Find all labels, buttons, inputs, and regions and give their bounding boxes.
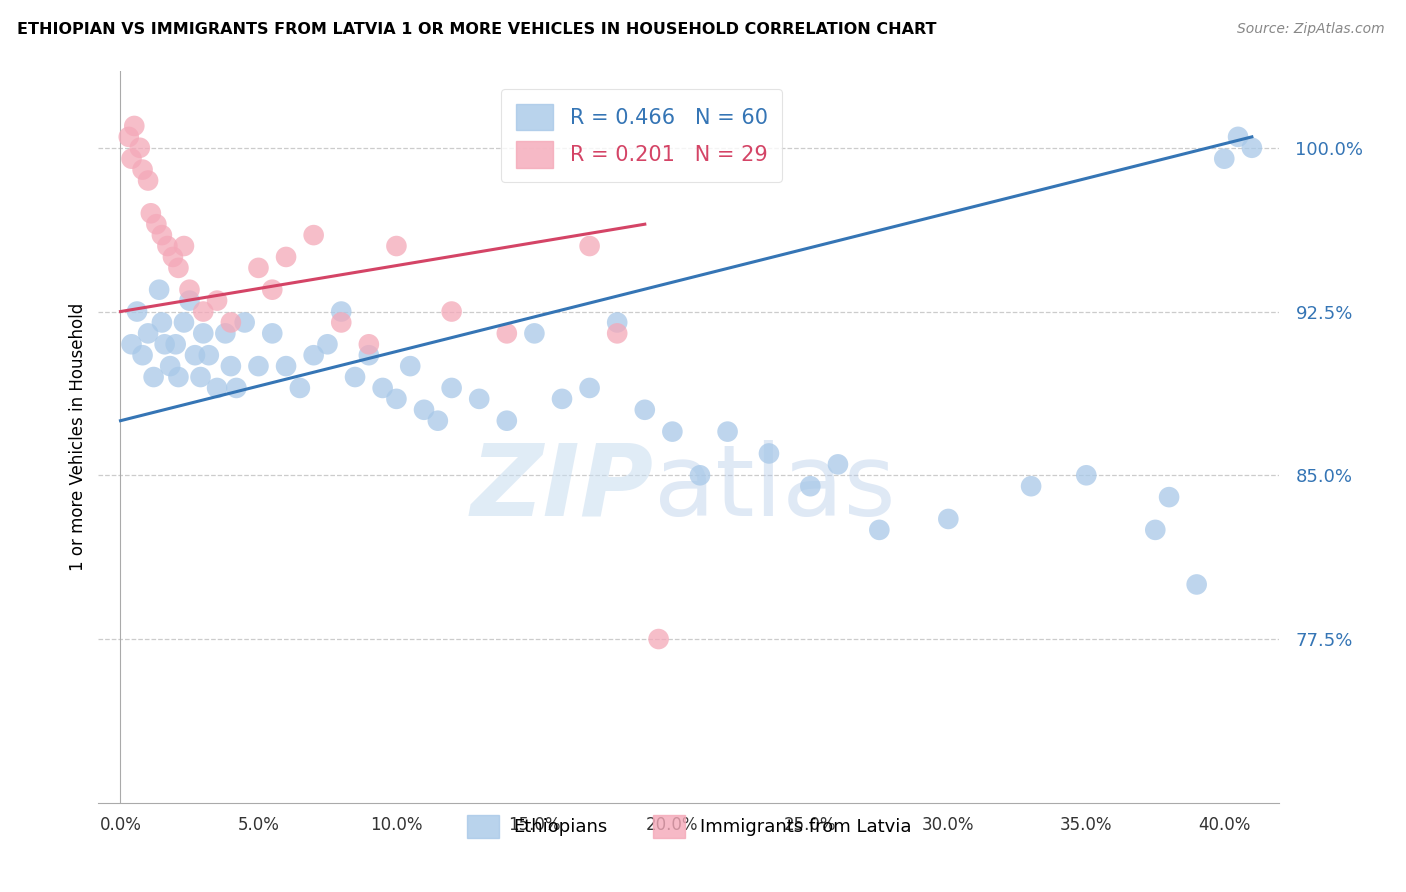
Point: [495, 414, 517, 428]
Point: [165, 337, 187, 351]
Point: [131, 348, 153, 362]
Point: [167, 370, 190, 384]
Point: [357, 337, 380, 351]
Point: [288, 381, 311, 395]
Point: [606, 326, 628, 341]
Point: [205, 381, 228, 395]
Point: [167, 260, 190, 275]
Point: [247, 260, 270, 275]
Point: [827, 458, 849, 472]
Point: [219, 359, 242, 373]
Text: atlas: atlas: [654, 440, 896, 537]
Point: [936, 512, 959, 526]
Point: [344, 370, 367, 384]
Text: ZIP: ZIP: [471, 440, 654, 537]
Point: [136, 173, 159, 187]
Point: [139, 206, 162, 220]
Point: [153, 337, 176, 351]
Text: Source: ZipAtlas.com: Source: ZipAtlas.com: [1237, 22, 1385, 37]
Point: [357, 348, 380, 362]
Point: [193, 326, 215, 341]
Point: [330, 304, 353, 318]
Point: [173, 239, 195, 253]
Point: [150, 228, 173, 243]
Point: [413, 402, 436, 417]
Point: [1157, 490, 1180, 504]
Point: [799, 479, 821, 493]
Point: [124, 119, 146, 133]
Legend: Ethiopians, Immigrants from Latvia: Ethiopians, Immigrants from Latvia: [460, 807, 918, 845]
Point: [274, 359, 297, 373]
Point: [302, 228, 325, 243]
Point: [148, 283, 170, 297]
Point: [179, 283, 201, 297]
Point: [426, 414, 449, 428]
Point: [523, 326, 546, 341]
Y-axis label: 1 or more Vehicles in Household: 1 or more Vehicles in Household: [69, 303, 87, 571]
Point: [634, 402, 657, 417]
Point: [495, 326, 517, 341]
Point: [156, 239, 179, 253]
Point: [173, 315, 195, 329]
Point: [136, 326, 159, 341]
Point: [689, 468, 711, 483]
Point: [385, 239, 408, 253]
Point: [121, 337, 143, 351]
Point: [468, 392, 491, 406]
Point: [190, 370, 212, 384]
Point: [302, 348, 325, 362]
Point: [131, 162, 153, 177]
Point: [440, 304, 463, 318]
Point: [606, 315, 628, 329]
Point: [274, 250, 297, 264]
Point: [225, 381, 247, 395]
Point: [205, 293, 228, 308]
Point: [1144, 523, 1167, 537]
Point: [142, 370, 165, 384]
Point: [1227, 129, 1250, 144]
Point: [385, 392, 408, 406]
Point: [1019, 479, 1042, 493]
Text: ETHIOPIAN VS IMMIGRANTS FROM LATVIA 1 OR MORE VEHICLES IN HOUSEHOLD CORRELATION : ETHIOPIAN VS IMMIGRANTS FROM LATVIA 1 OR…: [17, 22, 936, 37]
Point: [1213, 152, 1236, 166]
Point: [184, 348, 207, 362]
Point: [159, 359, 181, 373]
Point: [399, 359, 422, 373]
Point: [868, 523, 890, 537]
Point: [125, 304, 148, 318]
Point: [578, 381, 600, 395]
Point: [578, 239, 600, 253]
Point: [198, 348, 221, 362]
Point: [1076, 468, 1098, 483]
Point: [1185, 577, 1208, 591]
Point: [262, 326, 284, 341]
Point: [128, 141, 150, 155]
Point: [758, 446, 780, 460]
Point: [233, 315, 256, 329]
Point: [193, 304, 215, 318]
Point: [551, 392, 574, 406]
Point: [1240, 141, 1263, 155]
Point: [316, 337, 339, 351]
Point: [150, 315, 173, 329]
Point: [162, 250, 184, 264]
Point: [262, 283, 284, 297]
Point: [661, 425, 683, 439]
Point: [330, 315, 353, 329]
Point: [214, 326, 236, 341]
Point: [440, 381, 463, 395]
Point: [247, 359, 270, 373]
Point: [118, 129, 141, 144]
Point: [716, 425, 738, 439]
Point: [179, 293, 201, 308]
Point: [647, 632, 669, 646]
Point: [145, 217, 167, 231]
Point: [371, 381, 394, 395]
Point: [121, 152, 143, 166]
Point: [219, 315, 242, 329]
